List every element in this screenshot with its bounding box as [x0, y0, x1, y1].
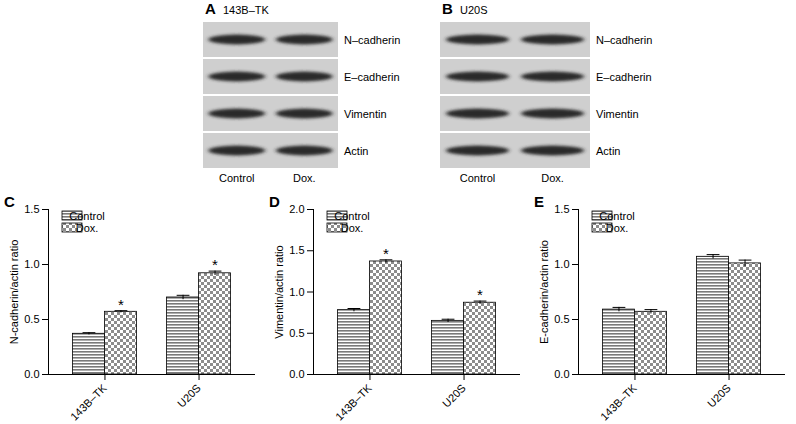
svg-text:143B–TK: 143B–TK — [333, 381, 374, 422]
html-text:E: E — [534, 193, 544, 210]
svg-text:*: * — [477, 286, 483, 303]
html-text:D: D — [269, 193, 280, 210]
svg-text:0.5: 0.5 — [289, 327, 304, 339]
svg-text:Control: Control — [599, 210, 634, 222]
svg-text:1.5: 1.5 — [554, 203, 569, 215]
svg-text:0.5: 0.5 — [554, 313, 569, 325]
svg-text:1.0: 1.0 — [289, 286, 304, 298]
html-text:C: C — [4, 193, 15, 210]
svg-text:E–cadherin: E–cadherin — [596, 71, 652, 83]
svg-text:Dox.: Dox. — [606, 222, 629, 234]
svg-text:1.5: 1.5 — [24, 203, 39, 215]
svg-text:*: * — [118, 296, 124, 313]
svg-text:U20S: U20S — [175, 382, 203, 410]
svg-text:1.0: 1.0 — [554, 258, 569, 270]
svg-text:2.0: 2.0 — [289, 203, 304, 215]
svg-text:Control: Control — [334, 210, 369, 222]
svg-text:143B–TK: 143B–TK — [68, 381, 109, 422]
svg-text:1.5: 1.5 — [289, 244, 304, 256]
svg-text:Control: Control — [69, 210, 104, 222]
svg-text:0.0: 0.0 — [24, 368, 39, 380]
svg-text:1.0: 1.0 — [24, 258, 39, 270]
svg-text:B: B — [442, 0, 453, 17]
svg-text:Dox.: Dox. — [341, 222, 364, 234]
svg-text:Actin: Actin — [344, 145, 368, 157]
svg-text:Vimentin/actin ratio: Vimentin/actin ratio — [273, 245, 285, 338]
svg-text:*: * — [383, 245, 389, 262]
svg-text:N–cadherin: N–cadherin — [344, 34, 400, 46]
svg-text:Dox.: Dox. — [293, 172, 316, 184]
svg-text:Actin: Actin — [596, 145, 620, 157]
svg-text:U20S: U20S — [705, 382, 733, 410]
svg-text:N–cadherin: N–cadherin — [596, 34, 652, 46]
svg-text:143B–TK: 143B–TK — [223, 4, 270, 16]
svg-text:0.0: 0.0 — [289, 368, 304, 380]
svg-text:0.5: 0.5 — [24, 313, 39, 325]
svg-text:143B–TK: 143B–TK — [598, 381, 639, 422]
svg-text:Vimentin: Vimentin — [596, 108, 639, 120]
svg-text:0.0: 0.0 — [554, 368, 569, 380]
svg-text:Control: Control — [219, 172, 254, 184]
svg-text:Dox.: Dox. — [76, 222, 99, 234]
svg-text:Dox.: Dox. — [541, 172, 564, 184]
svg-text:A: A — [205, 0, 216, 17]
svg-text:E–cadherin: E–cadherin — [344, 71, 400, 83]
svg-text:*: * — [212, 256, 218, 273]
svg-text:U20S: U20S — [460, 4, 488, 16]
svg-text:U20S: U20S — [440, 382, 468, 410]
svg-text:Control: Control — [460, 172, 495, 184]
svg-text:Vimentin: Vimentin — [344, 108, 387, 120]
svg-text:E-cadherin/actin ratio: E-cadherin/actin ratio — [538, 240, 550, 344]
svg-text:N-cadherin/actin ratio: N-cadherin/actin ratio — [8, 240, 20, 345]
